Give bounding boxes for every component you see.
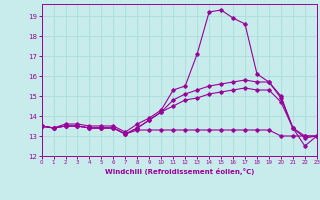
X-axis label: Windchill (Refroidissement éolien,°C): Windchill (Refroidissement éolien,°C)	[105, 168, 254, 175]
